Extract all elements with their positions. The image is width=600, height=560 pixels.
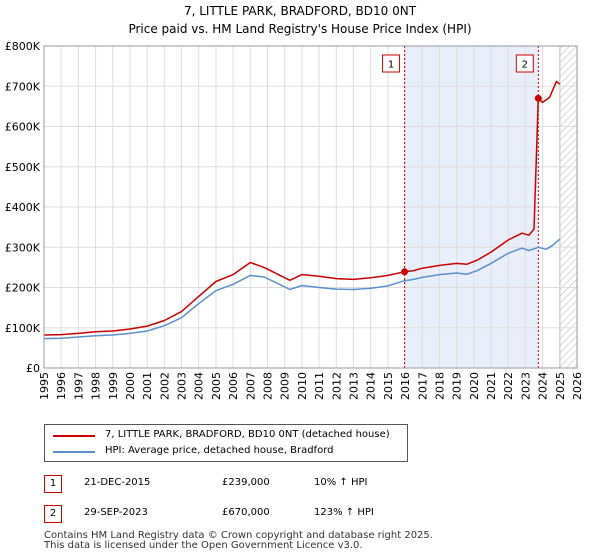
x-tick-label: 1998 <box>90 372 103 400</box>
footer-copyright: Contains HM Land Registry data © Crown c… <box>44 530 433 541</box>
sale-date: 21-DEC-2015 <box>84 477 151 488</box>
x-tick-label: 2021 <box>485 372 498 400</box>
x-tick-label: 1997 <box>72 372 85 400</box>
sale-label: 1 <box>388 60 394 71</box>
chart-subtitle: Price paid vs. HM Land Registry's House … <box>128 22 472 36</box>
sale-label: 2 <box>522 60 528 71</box>
sale-label-box <box>515 54 534 73</box>
x-tick-label: 2015 <box>382 372 395 400</box>
x-tick-label: 2012 <box>330 372 343 400</box>
x-tick-label: 2018 <box>433 372 446 400</box>
y-tick-label: £500K <box>5 161 41 174</box>
chart-legend: 7, LITTLE PARK, BRADFORD, BD10 0NT (deta… <box>44 424 408 462</box>
x-tick-label: 2020 <box>468 372 481 400</box>
x-tick-label: 2016 <box>399 372 412 400</box>
sale-hpi-change: 10% ↑ HPI <box>314 477 368 488</box>
x-tick-label: 2026 <box>571 372 584 400</box>
y-tick-label: £800K <box>5 40 41 53</box>
x-tick-label: 1996 <box>55 372 68 400</box>
x-tick-label: 2005 <box>210 372 223 400</box>
x-tick-label: 2000 <box>124 372 137 400</box>
y-tick-label: £400K <box>5 201 41 214</box>
x-tick-label: 2004 <box>193 372 206 400</box>
x-tick-label: 2025 <box>554 372 567 400</box>
sale-price: £670,000 <box>222 507 270 518</box>
y-tick-label: £100K <box>5 322 41 335</box>
legend-swatch-hpi <box>53 451 95 453</box>
price-chart: 1 2 £0 £100K £200K £300K £400K £500K £600K £700K £… <box>5 40 584 400</box>
sale-date: 29-SEP-2023 <box>84 507 148 518</box>
x-tick-label: 2011 <box>313 372 326 400</box>
y-tick-label: £300K <box>5 241 41 254</box>
plot-frame <box>43 45 578 369</box>
x-tick-label: 2010 <box>296 372 309 400</box>
x-tick-label: 2008 <box>262 372 275 400</box>
y-tick-label: £200K <box>5 282 41 295</box>
x-tick-label: 2013 <box>347 372 360 400</box>
x-tick-label: 2003 <box>176 372 189 400</box>
x-tick-label: 1995 <box>38 372 51 400</box>
x-tick-label: 2001 <box>141 372 154 400</box>
legend-swatch-property <box>53 435 95 437</box>
legend-label-hpi: HPI: Average price, detached house, Brad… <box>105 445 334 456</box>
y-tick-label: £700K <box>5 80 41 93</box>
sale-label-box <box>382 54 401 73</box>
x-tick-label: 2023 <box>519 372 532 400</box>
series-line-property <box>43 80 561 336</box>
x-tick-label: 2007 <box>244 372 257 400</box>
sale-point <box>401 268 409 276</box>
sale-point <box>534 94 542 102</box>
x-tick-label: 2024 <box>537 372 550 400</box>
x-tick-label: 2019 <box>451 372 464 400</box>
y-tick-label: £0 <box>26 362 40 375</box>
sale-badge: 1 <box>44 475 62 493</box>
x-tick-label: 2022 <box>502 372 515 400</box>
sale-badge: 2 <box>44 505 62 523</box>
x-tick-label: 2002 <box>158 372 171 400</box>
y-tick-label: £600K <box>5 121 41 134</box>
x-tick-label: 2014 <box>365 372 378 400</box>
footer: Contains HM Land Registry data © Crown c… <box>44 531 433 551</box>
x-tick-label: 2006 <box>227 372 240 400</box>
sale-price: £239,000 <box>222 477 270 488</box>
series-line-hpi <box>43 238 561 340</box>
x-tick-label: 2017 <box>416 372 429 400</box>
sale-hpi-change: 123% ↑ HPI <box>314 507 374 518</box>
x-tick-label: 1999 <box>107 372 120 400</box>
chart-title: 7, LITTLE PARK, BRADFORD, BD10 0NT <box>183 4 417 18</box>
x-tick-label: 2009 <box>279 372 292 400</box>
legend-label-property: 7, LITTLE PARK, BRADFORD, BD10 0NT (deta… <box>105 429 390 440</box>
footer-licence: This data is licensed under the Open Gov… <box>44 540 363 551</box>
